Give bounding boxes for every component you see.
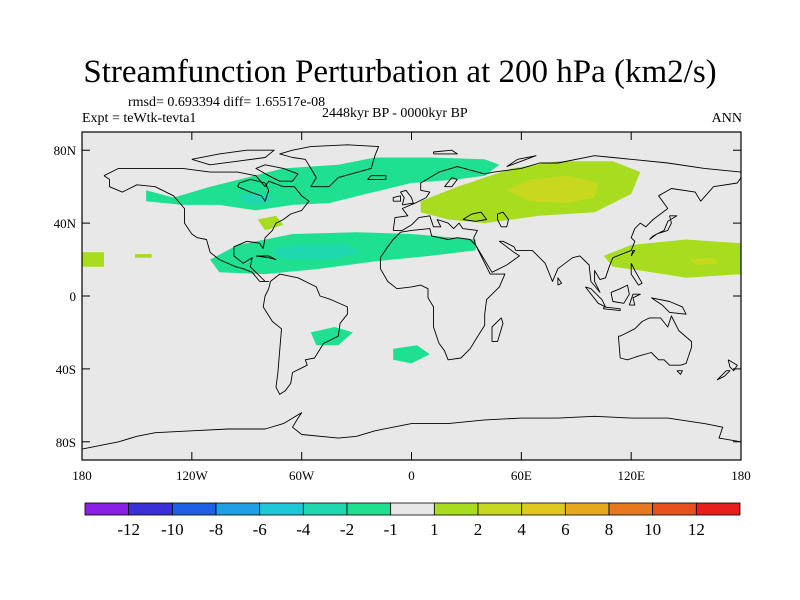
colorbar-swatch [302,502,348,516]
coastline-svalbard [433,149,458,155]
stats-text: rmsd= 0.693394 diff= 1.65517e-08 [128,95,326,110]
coastline-novaya-zemlya [506,155,537,168]
contour-region-4 [310,327,353,346]
colorbar-label: 2 [474,520,483,539]
map-title: Streamfunction Perturbation at 200 hPa (… [83,54,717,90]
contour-region-10 [135,254,152,258]
colorbar-swatch [695,502,741,516]
y-tick-label: 0 [70,289,77,304]
y-tick-label: 80S [56,435,76,450]
colorbar-swatch [259,502,304,516]
coastline-caspian-sea [497,211,509,228]
coastline-scandinavia-gulf [444,177,458,188]
coastline-eurasia [392,155,741,293]
colorbar: -12 -10 -8 -6 -4 -2 -1 1 2 4 6 8 10 12 [84,502,741,539]
colorbar-swatch [390,502,435,516]
contour-region-7 [506,175,599,204]
coastline-philippines [630,263,643,286]
contour-region-3 [274,245,361,260]
y-tick-label: 80N [54,143,77,158]
colorbar-label: 6 [561,520,570,539]
coastline-new-guinea [651,297,687,315]
coastline-cuba [255,255,277,261]
coastline-new-zealand-north [727,359,738,372]
coastline-madagascar [491,317,504,343]
coastline-iceland [367,175,387,180]
colorbar-swatch [346,502,392,516]
coastline-baffin-island [255,164,299,182]
colorbar-label: 1 [430,520,439,539]
contour-region-9 [82,252,104,267]
y-tick-label: 40N [54,216,77,231]
colorbar-swatch [433,502,479,516]
coastline-sulawesi [628,293,641,306]
contour-region-0 [146,157,500,211]
colorbar-label: -2 [340,520,354,539]
y-tick-label: 40S [56,362,76,377]
contour-region-1 [237,192,275,205]
x-tick-label: 180 [72,468,92,483]
colorbar-label: 12 [688,520,705,539]
coastline-antarctica [82,412,741,450]
colorbar-swatch [608,502,654,516]
colorbar-swatch [564,502,610,516]
colorbar-label: -4 [296,520,311,539]
coastline-japan [649,215,678,240]
colorbar-label: -10 [161,520,184,539]
coastline-south-america [262,273,348,395]
colorbar-label: -12 [117,520,140,539]
coastline-africa [379,228,506,361]
axis-ticks: 180 120W 60W 0 60E 120E 180 80N 40N 0 40S 80S [54,132,751,483]
colorbar-swatch [652,502,697,516]
colorbar-label: 8 [605,520,614,539]
x-tick-label: 60W [289,468,315,483]
contour-region-8 [257,215,284,231]
colorbar-label: 10 [644,520,661,539]
contour-region-11 [603,239,741,278]
coastline-black-sea [462,211,488,222]
coastline-borneo [610,284,630,304]
coastline-north-america [103,167,310,282]
contour-region-5 [393,345,430,364]
colorbar-label: 4 [517,520,526,539]
coastline-australia [617,315,693,366]
colorbar-swatch [215,502,261,516]
coastline-britain [400,189,414,206]
experiment-label: Expt = teWtk-tevta1 [82,111,197,126]
season-label: ANN [711,111,742,126]
colorbar-swatch [171,502,217,516]
x-tick-label: 0 [408,468,415,483]
coastline-tasmania [676,370,683,375]
x-tick-label: 60E [511,468,532,483]
coastline-sri-lanka [557,277,563,286]
colorbar-label: -8 [209,520,223,539]
coastline-layer [82,144,741,450]
coastline-taiwan [630,249,636,257]
colorbar-swatch [128,502,173,516]
x-tick-label: 120W [176,468,209,483]
contour-region-12 [689,257,719,265]
coastline-new-zealand-south [716,370,731,381]
x-tick-label: 120E [617,468,645,483]
colorbar-label: -1 [384,520,398,539]
coastline-ireland [392,195,401,202]
colorbar-swatch [84,502,130,516]
coastline-sumatra [585,286,606,308]
contour-fill-layer [82,157,741,364]
colorbar-swatch [521,502,566,516]
colorbar-label: -6 [253,520,267,539]
x-tick-label: 180 [731,468,751,483]
colorbar-swatch [477,502,523,516]
period-label: 2448kyr BP - 0000kyr BP [322,106,468,121]
coastline-hudson-bay [237,178,270,202]
coastline-arctic-islands [191,149,275,166]
coastline-java [603,306,621,312]
coastline-greenland [279,144,380,188]
